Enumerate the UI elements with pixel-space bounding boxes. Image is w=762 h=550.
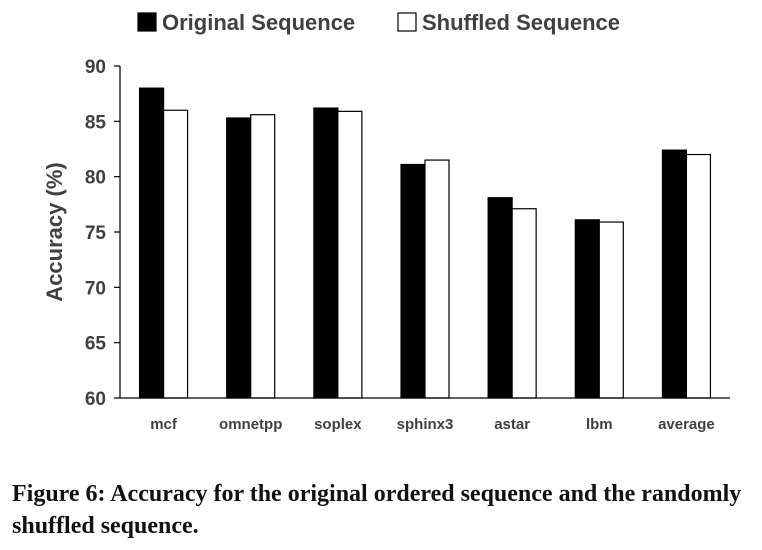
y-axis-label: Accuracy (%) — [42, 162, 67, 301]
bar-lbm-series-1 — [574, 219, 600, 399]
y-axis: 60 65 70 75 80 85 90 — [85, 57, 121, 410]
y-tick-label-90: 90 — [85, 57, 106, 78]
bar-average-series-2 — [685, 153, 712, 399]
bar-mcf-series-2 — [162, 109, 189, 399]
bar-average-series-1 — [661, 149, 688, 399]
bar-mcf-series-1 — [138, 87, 165, 399]
bar-astar-series-1 — [487, 197, 513, 399]
legend-label-1: Original Sequence — [162, 10, 355, 35]
bar-astar-series-2 — [511, 208, 537, 399]
bar-soplex-series-1 — [313, 107, 339, 399]
x-axis: mcf omnetpp soplex sphinx3 astar lbm average — [120, 397, 730, 433]
bar-chart: Original Sequence Shuffled Sequence 60 65 7… — [42, 10, 730, 433]
y-tick-label-60: 60 — [85, 389, 106, 410]
y-tick-label-75: 75 — [85, 223, 107, 244]
bar-lbm-series-2 — [598, 221, 624, 399]
bar-sphinx3-series-2 — [424, 159, 450, 399]
x-tick-label-mcf: mcf — [150, 416, 178, 433]
legend-swatch-2 — [397, 12, 417, 32]
y-tick-label-65: 65 — [85, 334, 107, 355]
x-tick-label-average: average — [658, 416, 715, 433]
bar-omnetpp-series-1 — [226, 117, 252, 399]
x-tick-label-lbm: lbm — [586, 416, 613, 433]
y-tick-label-80: 80 — [85, 168, 106, 189]
x-tick-label-soplex: soplex — [314, 416, 362, 433]
legend-label-2: Shuffled Sequence — [422, 10, 620, 35]
bar-sphinx3-series-1 — [400, 163, 426, 399]
bars — [138, 87, 712, 399]
legend-swatch-1 — [137, 12, 157, 32]
x-tick-label-sphinx3: sphinx3 — [397, 416, 454, 433]
x-tick-label-omnetpp: omnetpp — [219, 416, 282, 433]
y-tick-label-70: 70 — [85, 278, 106, 299]
bar-soplex-series-2 — [337, 110, 363, 399]
legend: Original Sequence Shuffled Sequence — [137, 10, 620, 35]
x-tick-label-astar: astar — [494, 416, 530, 433]
bar-omnetpp-series-2 — [250, 114, 276, 399]
y-tick-label-85: 85 — [85, 112, 107, 133]
figure-caption: Figure 6: Accuracy for the original orde… — [12, 481, 742, 539]
